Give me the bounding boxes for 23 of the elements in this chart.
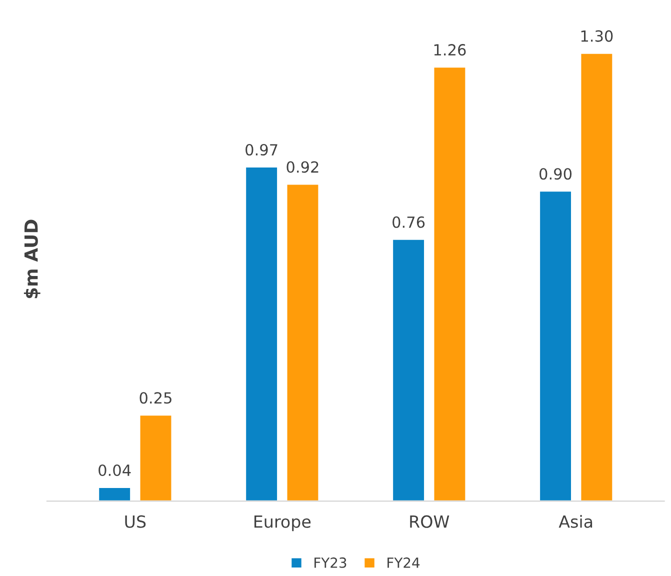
data-label: 0.92 xyxy=(286,161,318,173)
legend-label: FY24 xyxy=(388,557,420,568)
x-tick-label: ROW xyxy=(410,515,450,528)
x-tick-label: Europe xyxy=(254,516,311,532)
data-label: 0.04 xyxy=(98,464,131,476)
x-tick-label: US xyxy=(125,515,146,528)
bar xyxy=(286,183,320,502)
data-label: 0.76 xyxy=(392,216,425,228)
bar xyxy=(138,414,173,502)
data-label: 0.97 xyxy=(246,144,278,156)
data-label: 1.26 xyxy=(434,44,466,56)
data-label: 1.30 xyxy=(581,30,613,42)
legend-label: FY23 xyxy=(314,557,346,568)
bar xyxy=(432,66,467,502)
bar xyxy=(392,238,426,502)
x-tick-label: Asia xyxy=(558,515,592,528)
bar xyxy=(538,190,572,502)
bar xyxy=(98,486,132,502)
data-label: 0.90 xyxy=(540,168,572,180)
bar xyxy=(580,52,614,502)
y-axis-title: $m AUD xyxy=(24,220,40,298)
data-label: 0.25 xyxy=(140,392,172,404)
bar xyxy=(244,166,278,502)
